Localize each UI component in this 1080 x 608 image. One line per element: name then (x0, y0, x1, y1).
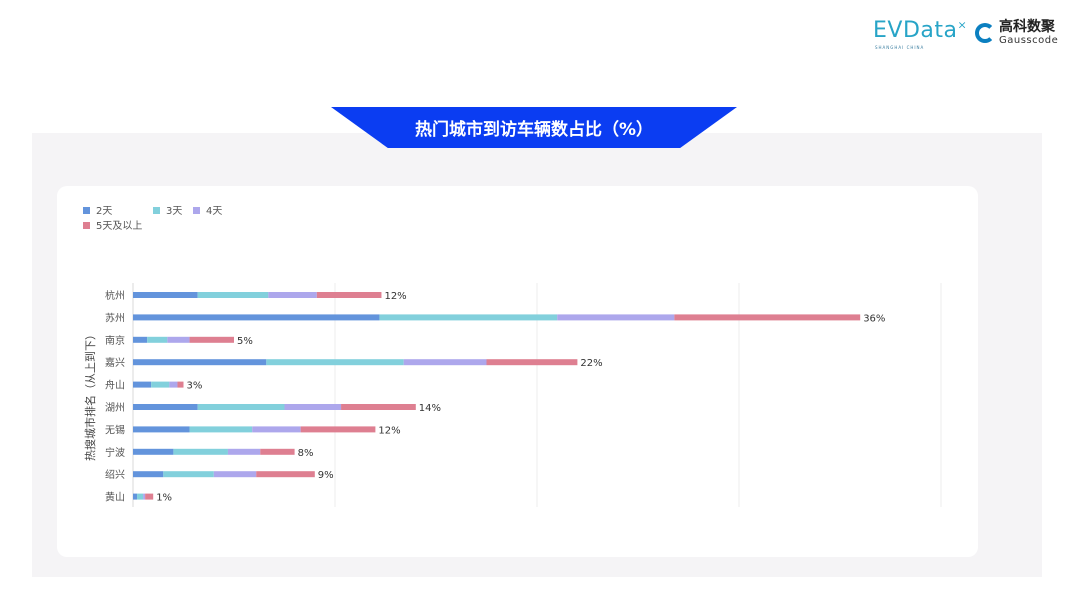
total-label: 12% (378, 425, 400, 436)
legend-swatch-2 (193, 207, 200, 214)
bar-segment (151, 381, 170, 388)
category-label: 嘉兴 (105, 356, 125, 369)
chart-card: 2天 3天 4天 5天及以上热搜城市排名（从上到下） 杭州 12% 苏州 36% 南京 5% 嘉兴 2… (57, 186, 978, 557)
bar-segment (173, 448, 228, 455)
bar-segment (133, 381, 152, 388)
bar-segment (403, 359, 487, 366)
legend-label-2: 4天 (206, 206, 222, 217)
category-label: 舟山 (105, 379, 125, 392)
bar-segment (316, 292, 382, 298)
category-label: 无锡 (105, 423, 125, 436)
bar-segment (268, 292, 317, 298)
bar-segment (227, 448, 261, 455)
bar-segment (213, 471, 257, 478)
legend-swatch-1 (153, 207, 160, 214)
y-axis-label: 热搜城市排名（从上到下） (83, 329, 97, 461)
total-label: 36% (863, 313, 885, 324)
total-label: 3% (187, 381, 203, 392)
evdata-logo: EVData× SHANGHAI CHINA (873, 18, 968, 50)
bar-segment (143, 493, 146, 500)
category-label: 湖州 (105, 402, 125, 414)
bar-segment (252, 426, 301, 433)
bar-segment (167, 336, 190, 343)
total-label: 14% (419, 403, 441, 414)
title-banner: 热门城市到访车辆数占比（%） (331, 107, 737, 148)
category-label: 南京 (105, 334, 125, 347)
bar-segment (133, 426, 190, 433)
bar-segment (133, 448, 174, 455)
bar-segment (133, 314, 380, 321)
bar-segment (169, 381, 178, 388)
legend-label-3: 5天及以上 (96, 220, 142, 232)
category-label: 杭州 (105, 289, 125, 302)
bar-segment (189, 426, 253, 433)
bar-segment (145, 493, 154, 500)
bar-segment (177, 381, 184, 388)
bar-segment (133, 336, 148, 343)
legend-swatch-3 (83, 222, 90, 229)
bar-segment (379, 314, 558, 321)
bar-segment (189, 336, 234, 343)
bar-segment (284, 404, 342, 410)
bar-segment (147, 336, 168, 343)
bar-segment (260, 448, 295, 455)
bar-segment (133, 292, 198, 298)
category-label: 宁波 (105, 446, 125, 459)
total-label: 12% (384, 291, 406, 302)
gausscode-logo: 高科数聚 Gausscode (975, 20, 1058, 46)
total-label: 8% (298, 448, 314, 459)
bar-segment (163, 471, 214, 478)
category-label: 绍兴 (105, 468, 125, 481)
page-title: 热门城市到访车辆数占比（%） (414, 120, 654, 140)
legend-label-0: 2天 (96, 206, 112, 217)
total-label: 22% (580, 358, 602, 369)
bar-segment (137, 493, 144, 500)
bar-segment (557, 314, 675, 321)
category-label: 黄山 (105, 491, 125, 504)
bar-segment (486, 359, 578, 366)
total-label: 1% (156, 493, 172, 504)
total-label: 5% (237, 336, 253, 347)
bar-segment (133, 404, 198, 410)
bar-segment (341, 404, 416, 410)
bar-segment (266, 359, 404, 366)
legend-swatch-0 (83, 207, 90, 214)
bar-segment (674, 314, 861, 321)
legend-label-1: 3天 (166, 206, 182, 217)
bar-segment (197, 404, 285, 410)
bar-segment (256, 471, 315, 478)
gausscode-mark-icon (975, 23, 995, 43)
bar-segment (300, 426, 376, 433)
bar-segment (133, 471, 164, 478)
bar-segment (197, 292, 269, 298)
bar-segment (133, 359, 267, 366)
bar-segment (133, 493, 138, 500)
total-label: 9% (318, 470, 334, 481)
category-label: 苏州 (105, 311, 125, 324)
